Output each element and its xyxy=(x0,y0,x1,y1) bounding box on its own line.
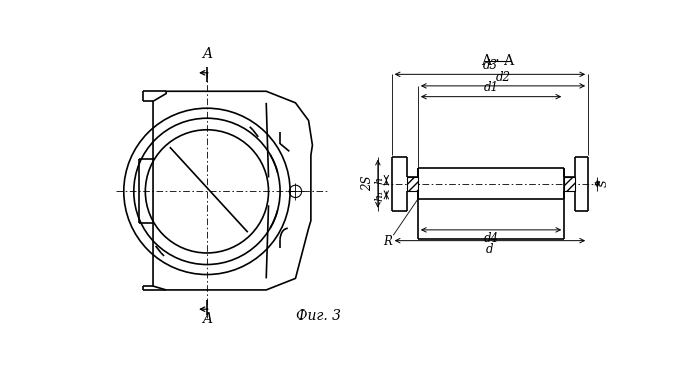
Text: Фиг. 3: Фиг. 3 xyxy=(296,309,341,323)
Text: d1: d1 xyxy=(484,81,498,94)
Text: d3: d3 xyxy=(482,59,498,72)
Text: d: d xyxy=(487,243,493,256)
Text: h: h xyxy=(374,176,384,184)
Bar xyxy=(564,177,575,191)
Text: A · A: A · A xyxy=(481,53,514,68)
Text: h₁: h₁ xyxy=(374,189,384,201)
Text: A: A xyxy=(202,47,212,61)
Text: R: R xyxy=(383,235,391,248)
Text: S: S xyxy=(599,180,609,188)
Text: d2: d2 xyxy=(496,71,510,84)
Text: d4: d4 xyxy=(484,232,498,245)
Text: 2S: 2S xyxy=(361,176,374,191)
Bar xyxy=(407,177,418,191)
Text: A: A xyxy=(202,312,212,326)
